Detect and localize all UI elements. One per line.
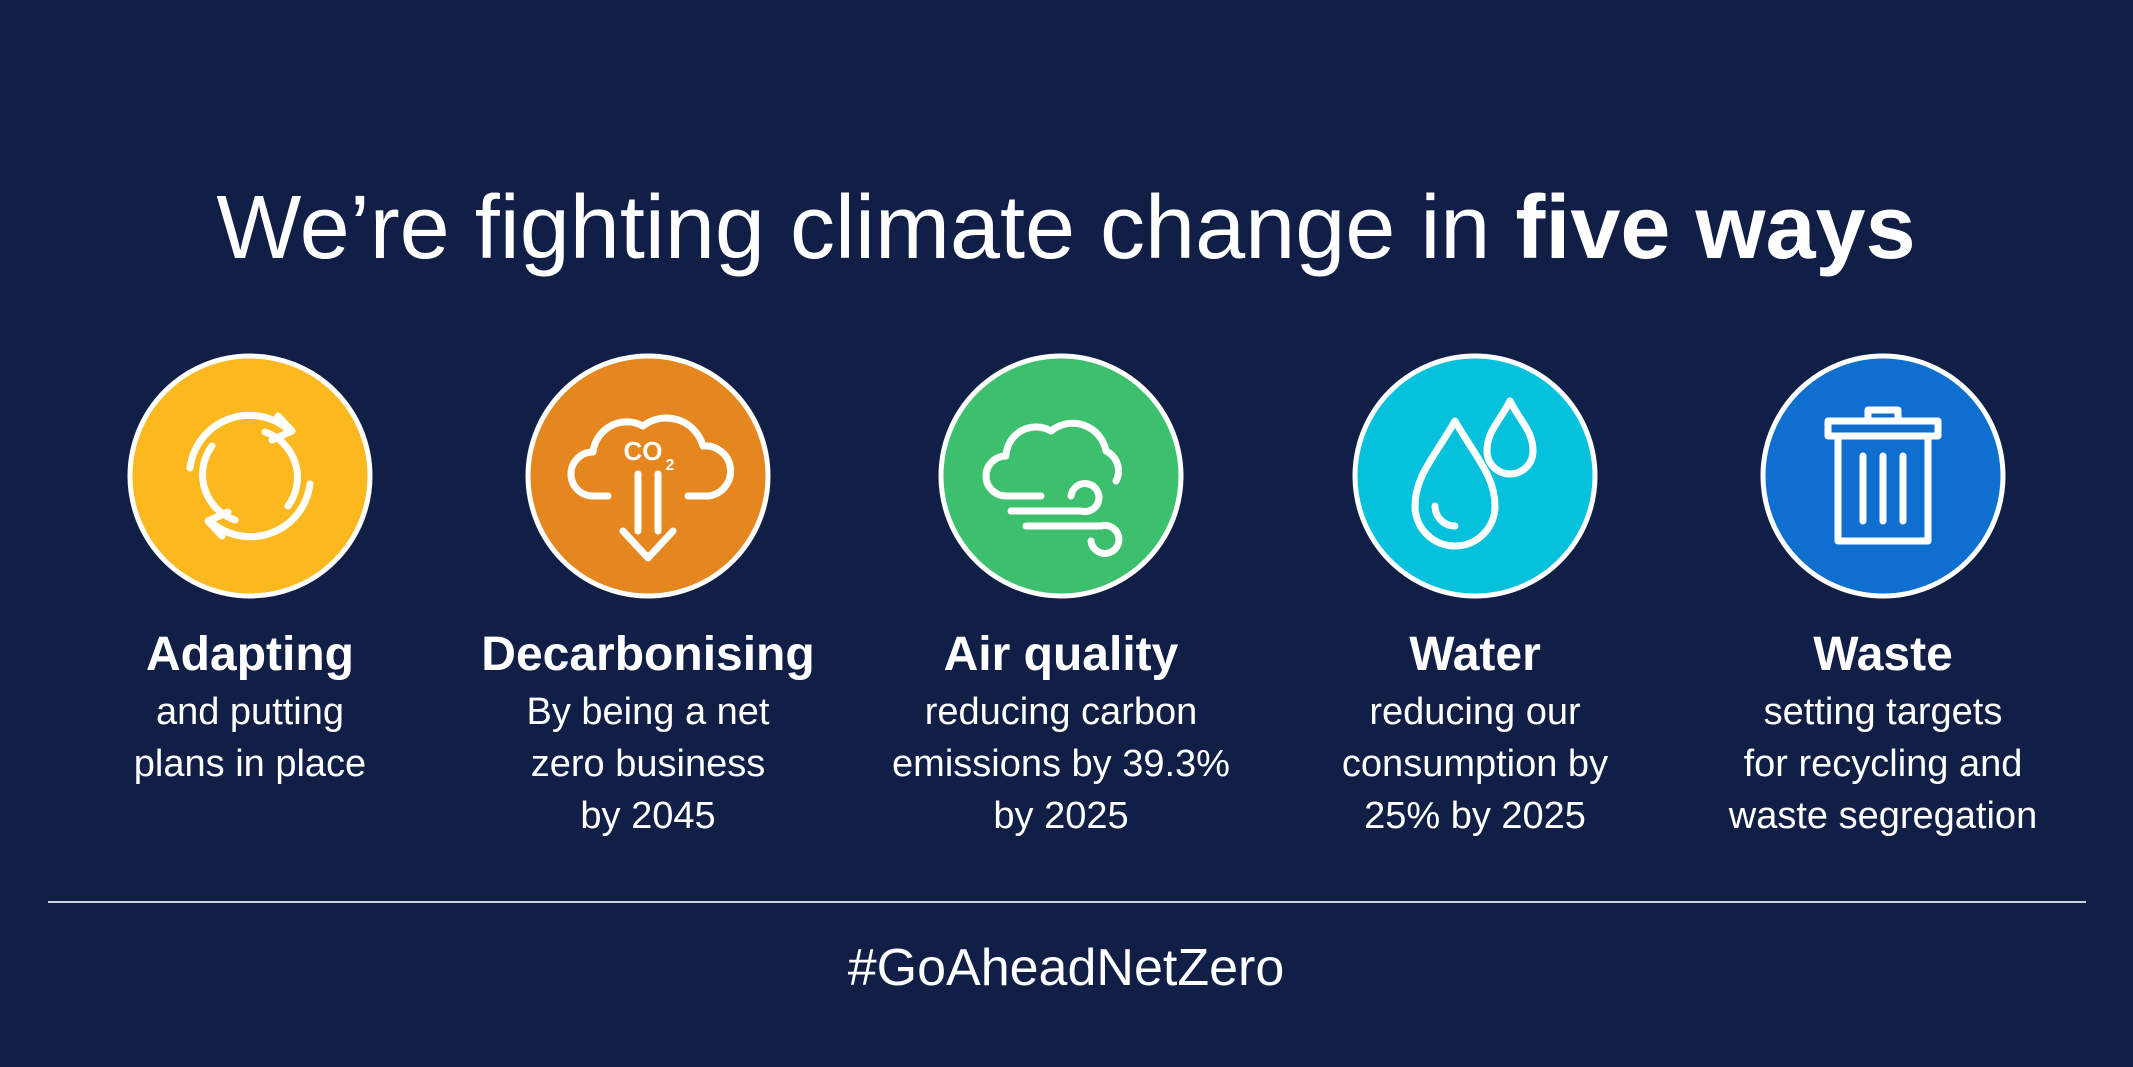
hashtag: #GoAheadNetZero — [848, 939, 1285, 997]
item-heading: Waste — [1813, 628, 1953, 681]
title: We’re fighting climate change in five wa… — [216, 178, 1915, 278]
item-description: setting targets — [1764, 691, 2003, 733]
adapt-icon — [186, 411, 314, 541]
item-description: for recycling and — [1744, 743, 2023, 785]
water-icon — [1411, 397, 1537, 550]
item-description: consumption by — [1342, 743, 1608, 785]
icon-circle — [525, 353, 771, 599]
icon-text: CO — [624, 436, 663, 466]
item-description: by 2025 — [993, 795, 1128, 837]
item-description: zero business — [531, 743, 765, 785]
item-description: reducing our — [1369, 691, 1581, 733]
icon-circle — [1352, 353, 1598, 599]
item-description: plans in place — [134, 743, 366, 785]
item-description: reducing carbon — [925, 691, 1198, 733]
waste-icon — [1824, 406, 1942, 545]
item-description: By being a net — [527, 691, 770, 733]
air-icon — [982, 419, 1123, 557]
title-regular: We’re fighting climate change in — [216, 178, 1515, 278]
icon-subscript: 2 — [666, 457, 675, 474]
icon-circle — [127, 353, 373, 599]
item-description: waste segregation — [1728, 795, 2037, 837]
item-heading: Air quality — [944, 628, 1179, 681]
item-description: 25% by 2025 — [1364, 795, 1586, 837]
decarbonise-icon: CO 2 — [567, 414, 735, 562]
item-heading: Water — [1409, 628, 1541, 681]
icon-circle — [938, 353, 1184, 599]
item-heading: Decarbonising — [481, 628, 814, 681]
item-description: and putting — [156, 691, 344, 733]
item-heading: Adapting — [146, 628, 354, 681]
item-description: by 2045 — [580, 795, 715, 837]
title-bold: five ways — [1515, 178, 1915, 278]
item-description: emissions by 39.3% — [892, 743, 1230, 785]
